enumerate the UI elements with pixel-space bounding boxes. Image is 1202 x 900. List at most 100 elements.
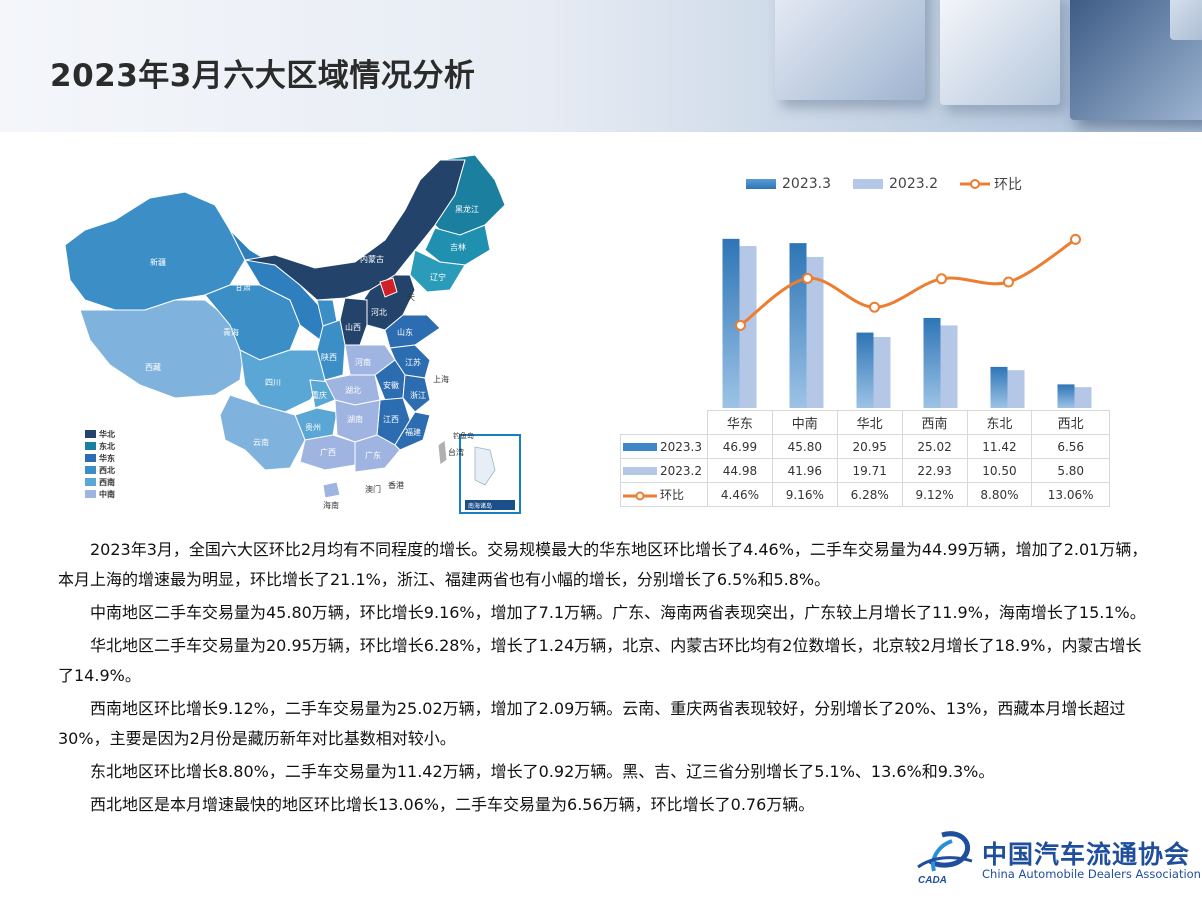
table-cell: 25.02	[901, 434, 968, 459]
map-legend-label: 西南	[99, 477, 115, 487]
map-svg: 新疆 西藏 青海 甘肃 内蒙古 黑龙江 吉林 辽宁 天 河北 山西 山东 河南 …	[64, 154, 521, 514]
paragraph: 2023年3月，全国六大区环比2月均有不同程度的增长。交易规模最大的华东地区环比…	[58, 540, 1148, 589]
map-label: 黑龙江	[455, 204, 479, 214]
chart-legend: 2023.3 2023.2 环比	[746, 174, 1044, 194]
map-label: 河北	[371, 307, 387, 317]
map-label: 贵州	[305, 422, 321, 432]
paragraph: 中南地区二手车交易量为45.80万辆，环比增长9.16%，增加了7.1万辆。广东…	[90, 603, 1146, 622]
map-legend-swatch	[85, 478, 96, 486]
point-huanbi	[1070, 233, 1081, 245]
map-label: 西藏	[145, 362, 161, 372]
map-legend-label: 华北	[99, 429, 115, 439]
bar-2023-2	[1074, 387, 1092, 408]
table-cell: 6.28%	[836, 482, 903, 507]
paragraph: 东北地区环比增长8.80%，二手车交易量为11.42万辆，增长了0.92万辆。黑…	[90, 762, 995, 781]
point-huanbi	[1003, 276, 1014, 288]
legend-label: 2023.3	[782, 176, 831, 192]
legend-swatch	[746, 179, 776, 189]
table-cell: 41.96	[771, 458, 838, 483]
map-label: 台湾	[448, 447, 464, 457]
legend-label: 2023.2	[889, 176, 938, 192]
map-label: 上海	[433, 374, 449, 384]
table-cell: 10.50	[966, 458, 1033, 483]
map-label: 内蒙古	[360, 254, 384, 264]
map-label: 钓鱼岛	[453, 431, 474, 440]
map-legend-item: 西北	[85, 464, 115, 476]
region-zhejiang	[402, 374, 431, 413]
analysis-text: 2023年3月，全国六大区环比2月均有不同程度的增长。交易规模最大的华东地区环比…	[58, 535, 1148, 823]
bar-2023-2	[739, 246, 757, 408]
map-label: 海南	[323, 500, 339, 510]
table-category: 华东	[707, 410, 773, 435]
map-label: 湖北	[345, 386, 361, 395]
map-legend: 华北 东北 华东 西北 西南 中南	[85, 428, 115, 500]
bar-2023-3	[1057, 384, 1075, 408]
map-label: 四川	[265, 378, 281, 387]
legend-item-huanbi: 环比	[960, 174, 1022, 194]
map-label: 吉林	[450, 242, 466, 252]
table-cell: 8.80%	[966, 482, 1033, 507]
map-label: 陕西	[321, 352, 337, 362]
table-cell: 5.80	[1031, 458, 1110, 483]
map-legend-item: 华东	[85, 452, 115, 464]
table-cell: 9.16%	[771, 482, 838, 507]
decor-cube	[1170, 0, 1202, 40]
bar-2023-3	[722, 238, 740, 408]
map-label: 福建	[405, 427, 421, 437]
table-category: 华北	[836, 410, 903, 435]
map-label: 湖南	[347, 414, 363, 424]
map-label: 广西	[320, 447, 336, 457]
logo-cn: 中国汽车流通协会	[982, 840, 1191, 869]
region-jilin	[424, 224, 491, 266]
map-label: 广东	[365, 450, 381, 460]
table-row: 2023.3 46.99 45.80 20.95 25.02 11.42 6.5…	[620, 434, 1110, 459]
cada-logo-mark: CADA	[917, 831, 973, 886]
bar-2023-2	[1007, 370, 1025, 408]
legend-line-swatch	[960, 179, 990, 189]
table-row: 环比 4.46% 9.16% 6.28% 9.12% 8.80% 13.06%	[620, 482, 1110, 507]
legend-swatch	[853, 179, 883, 189]
region-taiwan	[437, 439, 448, 466]
table-cell: 20.95	[836, 434, 903, 459]
table-row-label: 环比	[620, 482, 708, 507]
table-cell: 6.56	[1031, 434, 1110, 459]
table-corner	[620, 410, 708, 435]
map-label: 云南	[253, 437, 269, 447]
region-xinjiang	[64, 191, 246, 311]
bar-2023-3	[923, 317, 941, 408]
map-label: 青海	[223, 327, 239, 337]
map-label: 江苏	[405, 357, 421, 367]
map-label: 重庆	[311, 390, 327, 400]
map-legend-item: 西南	[85, 476, 115, 488]
table-cell: 44.98	[707, 458, 773, 483]
bar-2023-3	[856, 332, 874, 408]
map-legend-swatch	[85, 454, 96, 462]
table-row-label: 2023.3	[620, 434, 708, 459]
china-region-map: 新疆 西藏 青海 甘肃 内蒙古 黑龙江 吉林 辽宁 天 河北 山西 山东 河南 …	[55, 150, 535, 520]
map-label: 香港	[388, 480, 404, 490]
legend-label: 环比	[994, 177, 1022, 193]
map-legend-swatch	[85, 430, 96, 438]
map-label: 安徽	[383, 380, 399, 390]
map-label: 澳门	[365, 484, 381, 494]
table-row-label: 2023.2	[620, 458, 708, 483]
point-huanbi	[936, 273, 947, 285]
map-label: 山西	[345, 322, 361, 332]
bar-2023-3	[990, 366, 1008, 408]
logo-mark-text: CADA	[918, 875, 947, 886]
map-label: 南海诸岛	[468, 502, 492, 510]
table-cell: 45.80	[771, 434, 838, 459]
map-label: 河南	[355, 357, 371, 367]
map-legend-label: 华东	[99, 453, 115, 463]
map-legend-item: 中南	[85, 488, 115, 500]
region-xizang	[79, 299, 246, 399]
table-category: 中南	[771, 410, 838, 435]
map-label: 江西	[383, 415, 399, 424]
bar-2023-2	[873, 337, 891, 408]
region-guangdong	[354, 434, 401, 473]
table-cell: 9.12%	[901, 482, 968, 507]
logo-en: China Automobile Dealers Association	[982, 867, 1201, 881]
table-category: 西北	[1031, 410, 1110, 435]
region-beijing	[379, 277, 398, 298]
legend-item-2023-2: 2023.2	[853, 176, 938, 192]
